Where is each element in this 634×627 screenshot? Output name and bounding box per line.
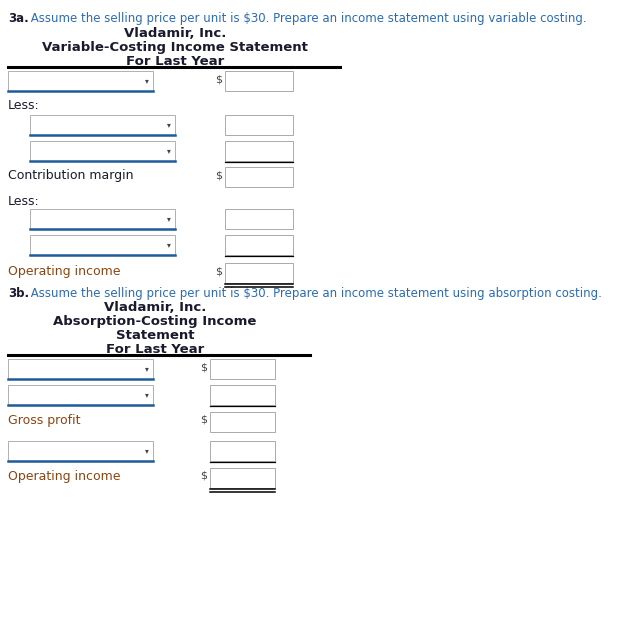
FancyBboxPatch shape	[210, 359, 275, 379]
FancyBboxPatch shape	[30, 209, 175, 229]
Text: $: $	[200, 471, 207, 481]
Text: ▾: ▾	[167, 241, 171, 250]
FancyBboxPatch shape	[8, 359, 153, 379]
FancyBboxPatch shape	[30, 115, 175, 135]
FancyBboxPatch shape	[225, 115, 293, 135]
Text: Statement: Statement	[116, 329, 194, 342]
Text: $: $	[215, 170, 222, 180]
Text: ▾: ▾	[145, 391, 149, 399]
FancyBboxPatch shape	[30, 235, 175, 255]
Text: For Last Year: For Last Year	[126, 55, 224, 68]
FancyBboxPatch shape	[210, 412, 275, 432]
Text: For Last Year: For Last Year	[106, 343, 204, 356]
Text: ▾: ▾	[167, 120, 171, 130]
FancyBboxPatch shape	[210, 385, 275, 405]
Text: ▾: ▾	[145, 364, 149, 374]
FancyBboxPatch shape	[225, 235, 293, 255]
Text: ▾: ▾	[167, 147, 171, 155]
FancyBboxPatch shape	[225, 263, 293, 283]
Text: Absorption-Costing Income: Absorption-Costing Income	[53, 315, 257, 328]
FancyBboxPatch shape	[8, 71, 153, 91]
Text: Contribution margin: Contribution margin	[8, 169, 134, 182]
Text: $: $	[200, 362, 207, 372]
Text: Vladamir, Inc.: Vladamir, Inc.	[104, 301, 206, 314]
FancyBboxPatch shape	[8, 441, 153, 461]
Text: Vladamir, Inc.: Vladamir, Inc.	[124, 27, 226, 40]
Text: $: $	[215, 74, 222, 84]
FancyBboxPatch shape	[30, 141, 175, 161]
Text: ▾: ▾	[145, 446, 149, 455]
Text: Less:: Less:	[8, 195, 40, 208]
FancyBboxPatch shape	[210, 441, 275, 461]
FancyBboxPatch shape	[225, 209, 293, 229]
Text: Variable-Costing Income Statement: Variable-Costing Income Statement	[42, 41, 308, 54]
Text: Gross profit: Gross profit	[8, 414, 81, 427]
Text: Operating income: Operating income	[8, 470, 120, 483]
Text: Less:: Less:	[8, 99, 40, 112]
Text: Operating income: Operating income	[8, 265, 120, 278]
Text: Assume the selling price per unit is $30. Prepare an income statement using vari: Assume the selling price per unit is $30…	[27, 12, 586, 25]
Text: ▾: ▾	[145, 76, 149, 85]
Text: ▾: ▾	[167, 214, 171, 223]
Text: $: $	[215, 266, 222, 276]
FancyBboxPatch shape	[8, 385, 153, 405]
FancyBboxPatch shape	[210, 468, 275, 488]
Text: 3b.: 3b.	[8, 287, 29, 300]
FancyBboxPatch shape	[225, 167, 293, 187]
Text: Assume the selling price per unit is $30. Prepare an income statement using abso: Assume the selling price per unit is $30…	[27, 287, 602, 300]
FancyBboxPatch shape	[225, 71, 293, 91]
Text: 3a.: 3a.	[8, 12, 29, 25]
Text: $: $	[200, 415, 207, 425]
FancyBboxPatch shape	[225, 141, 293, 161]
